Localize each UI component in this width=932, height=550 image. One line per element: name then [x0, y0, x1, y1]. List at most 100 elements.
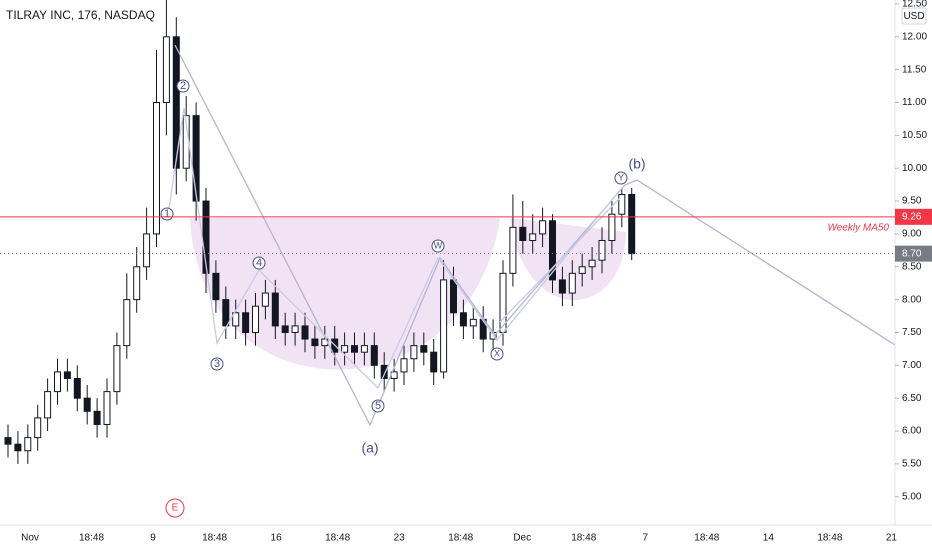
candle — [44, 378, 52, 432]
candle — [380, 352, 388, 392]
candle — [509, 194, 517, 287]
candle-body — [93, 410, 101, 425]
x-tick-label: 7 — [643, 533, 649, 544]
candle-body — [549, 220, 556, 281]
candle-body — [578, 266, 586, 274]
y-tick-label: 12.00 — [902, 31, 927, 42]
x-tick-label: 18:48 — [571, 533, 596, 544]
candle-body — [24, 437, 32, 452]
currency-label[interactable]: USD — [903, 11, 924, 22]
y-tick-label: 9.50 — [902, 196, 922, 207]
event-label[interactable]: E — [172, 503, 179, 514]
candle — [24, 424, 32, 464]
price-line-name: Weekly MA50 — [827, 222, 889, 233]
candle-body — [73, 377, 81, 399]
x-tick-label: 21 — [886, 533, 898, 544]
candle-body — [430, 351, 438, 373]
candle-body — [598, 239, 606, 261]
channel-line — [499, 197, 621, 323]
x-tick-label: 14 — [763, 533, 775, 544]
candle-body — [123, 299, 131, 347]
y-tick-label: 6.50 — [902, 393, 922, 404]
price-label: 9.26 — [902, 211, 922, 222]
degree-label: (a) — [361, 440, 378, 456]
candle — [608, 201, 616, 254]
candle-body — [440, 279, 448, 373]
event-marker[interactable] — [165, 498, 185, 518]
candle — [103, 378, 111, 438]
y-tick-label: 9.00 — [902, 229, 922, 240]
price-label: 8.70 — [902, 248, 922, 259]
candle — [519, 201, 527, 254]
candle — [252, 293, 259, 346]
candle-body — [588, 259, 596, 268]
candle — [133, 247, 141, 313]
x-tick-label: Dec — [513, 533, 531, 544]
candle — [172, 17, 180, 195]
candle — [578, 253, 586, 287]
x-tick-label: 18:48 — [694, 533, 719, 544]
candle-body — [380, 364, 388, 379]
candle — [123, 273, 131, 359]
candle-body — [311, 338, 319, 347]
wave-label: 4 — [256, 257, 262, 269]
handle-shape — [510, 218, 626, 301]
y-tick-label: 10.00 — [902, 163, 927, 174]
wave-marker — [490, 347, 504, 361]
y-tick-label: 11.50 — [902, 64, 927, 75]
candle — [469, 306, 477, 340]
candle-body — [232, 312, 240, 327]
candle-body — [222, 299, 230, 327]
candle-body — [509, 226, 517, 274]
candle — [4, 424, 12, 458]
candle — [539, 207, 547, 248]
candle — [489, 319, 497, 353]
y-tick-label: 8.00 — [902, 294, 922, 305]
candle — [93, 398, 101, 438]
candle — [162, 0, 170, 136]
candle-body — [212, 272, 220, 301]
candle — [598, 227, 606, 274]
candle — [420, 332, 428, 366]
candle — [212, 260, 220, 313]
candle — [222, 286, 230, 340]
candle — [153, 49, 160, 248]
wave-label: 2 — [180, 80, 186, 92]
x-tick-label: 23 — [394, 533, 406, 544]
candle-body — [34, 417, 42, 439]
candle-body — [14, 443, 22, 452]
candle-body — [153, 102, 160, 235]
currency-box[interactable] — [901, 7, 927, 25]
y-tick-label: 5.50 — [902, 459, 922, 470]
candle-body — [450, 279, 457, 314]
candle — [143, 207, 151, 280]
candle-body — [341, 345, 349, 353]
x-tick-label: 18:48 — [448, 533, 473, 544]
candle-body — [370, 345, 378, 366]
x-tick-label: Nov — [21, 533, 39, 544]
candle-body — [63, 371, 71, 379]
y-tick-label: 5.00 — [902, 491, 922, 502]
candle-body — [539, 220, 547, 235]
y-tick-label: 12.50 — [902, 0, 927, 10]
y-tick-label: 8.50 — [902, 261, 922, 272]
candle-body — [44, 391, 52, 419]
wave-label: X — [494, 348, 500, 358]
y-tick-label: 10.50 — [902, 130, 927, 141]
candle — [568, 260, 576, 307]
candle-body — [351, 345, 358, 353]
candle — [529, 214, 537, 254]
candle-body — [291, 325, 299, 333]
candle-body — [252, 305, 259, 333]
candle-body — [420, 345, 428, 353]
candle-body — [519, 226, 527, 241]
candle-body — [261, 292, 269, 307]
candle-body — [113, 345, 121, 393]
candle-body — [469, 318, 477, 327]
candle — [232, 299, 240, 340]
candle-body — [400, 358, 408, 373]
candle-body — [301, 325, 309, 340]
candle-body — [529, 233, 537, 241]
candle — [301, 312, 309, 353]
